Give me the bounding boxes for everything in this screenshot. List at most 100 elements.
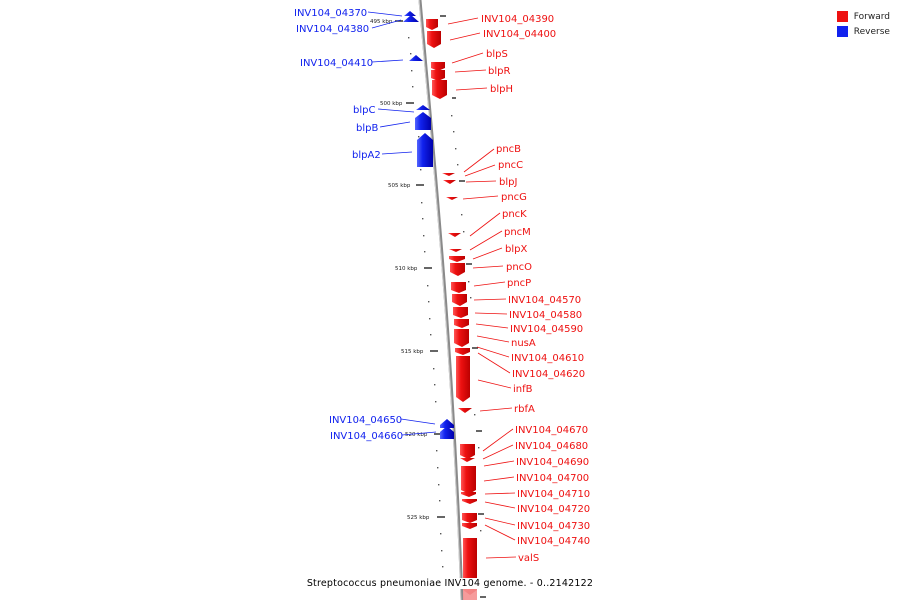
gene-label-INV104_04660: INV104_04660 [330, 431, 403, 442]
svg-text:510 kbp: 510 kbp [395, 266, 418, 272]
tick-525: 525 kbp [407, 515, 445, 521]
ticks: 495 kbp 500 kbp 505 kbp 510 kbp 515 kbp … [370, 15, 486, 598]
gene-glyph [448, 233, 461, 237]
gene-glyph [415, 112, 431, 130]
gene-label-blpJ: blpJ [499, 177, 517, 188]
reverse-genes [403, 11, 454, 439]
gene-glyph [454, 329, 469, 347]
gene-glyph [462, 523, 477, 529]
forward-labels: INV104_04390 INV104_04400 blpS blpR blpH… [481, 14, 590, 564]
gene-glyph [456, 356, 470, 402]
caption: Streptococcus pneumoniae INV104 genome. … [0, 578, 900, 589]
gene-label-INV104_04400: INV104_04400 [483, 29, 556, 40]
gene-label-INV104_04650: INV104_04650 [329, 415, 402, 426]
gene-label-INV104_04370: INV104_04370 [294, 8, 367, 19]
legend-item-reverse: Reverse [836, 24, 890, 39]
svg-text:500 kbp: 500 kbp [380, 101, 403, 107]
gene-glyph [403, 15, 419, 22]
gene-label-pncG: pncG [501, 192, 527, 203]
gene-glyph [416, 105, 430, 110]
gene-glyph [449, 249, 462, 252]
gene-glyph [458, 408, 472, 413]
gene-label-valS: valS [518, 553, 539, 564]
gene-label-INV104_04580: INV104_04580 [509, 310, 582, 321]
gene-label-pncB: pncB [496, 144, 521, 155]
gene-label-pncC: pncC [498, 160, 523, 171]
gene-glyph [404, 11, 416, 16]
forward-swatch [836, 11, 848, 22]
gene-glyph [453, 307, 468, 318]
gene-label-INV104_04410: INV104_04410 [300, 58, 373, 69]
tick-510: 510 kbp [395, 266, 432, 272]
reverse-labels: INV104_04370 INV104_04380 INV104_04410 b… [294, 8, 403, 442]
gene-label-rbfA: rbfA [514, 404, 535, 415]
gene-glyph [446, 197, 458, 200]
legend-item-forward: Forward [836, 9, 890, 24]
genome-backbone [418, 0, 464, 600]
gene-glyph [460, 444, 475, 459]
gene-label-nusA: nusA [511, 338, 536, 349]
gene-label-INV104_04620: INV104_04620 [512, 369, 585, 380]
gene-label-INV104_04670: INV104_04670 [515, 425, 588, 436]
gene-label-infB: infB [513, 384, 533, 395]
gene-glyph [461, 466, 476, 494]
gene-label-INV104_04610: INV104_04610 [511, 353, 584, 364]
forward-genes [426, 19, 477, 595]
gene-label-pncM: pncM [504, 227, 531, 238]
tick-515: 515 kbp [401, 349, 438, 355]
gene-label-INV104_04380: INV104_04380 [296, 24, 369, 35]
gene-label-INV104_04690: INV104_04690 [516, 457, 589, 468]
gene-glyph [462, 513, 477, 523]
gene-glyph [409, 55, 423, 61]
gene-glyph [442, 173, 455, 176]
gene-glyph [461, 492, 476, 497]
svg-text:505 kbp: 505 kbp [388, 183, 411, 189]
gene-glyph [432, 80, 447, 99]
gene-glyph [431, 70, 445, 81]
svg-text:495 kbp: 495 kbp [370, 19, 393, 25]
gene-glyph [452, 294, 467, 306]
gene-label-blpH: blpH [490, 84, 513, 95]
gene-glyph [427, 31, 441, 48]
gene-label-blpA2: blpA2 [352, 150, 381, 161]
tick-505: 505 kbp [388, 183, 424, 189]
gene-label-blpX: blpX [505, 244, 527, 255]
gene-label-INV104_04590: INV104_04590 [510, 324, 583, 335]
gene-glyph [450, 263, 465, 276]
gene-glyph [451, 282, 466, 293]
gene-label-INV104_04730: INV104_04730 [517, 521, 590, 532]
gene-label-pncP: pncP [507, 278, 531, 289]
gene-glyph [417, 133, 433, 167]
gene-glyph [460, 458, 475, 462]
gene-label-INV104_04390: INV104_04390 [481, 14, 554, 25]
gene-glyph [426, 19, 438, 30]
gene-label-INV104_04570: INV104_04570 [508, 295, 581, 306]
reverse-swatch [836, 26, 848, 37]
svg-text:515 kbp: 515 kbp [401, 349, 424, 355]
gene-glyph [440, 426, 454, 439]
legend: Forward Reverse [836, 9, 890, 39]
gene-label-blpC: blpC [353, 105, 375, 116]
legend-label-forward: Forward [853, 11, 890, 22]
leader-lines [367, 11, 517, 559]
gene-label-pncK: pncK [502, 209, 527, 220]
gene-glyph [462, 499, 477, 504]
gene-label-pncO: pncO [506, 262, 532, 273]
gene-label-blpS: blpS [486, 49, 508, 60]
gene-label-blpR: blpR [488, 66, 510, 77]
gene-label-INV104_04720: INV104_04720 [517, 504, 590, 515]
gene-label-INV104_04740: INV104_04740 [517, 536, 590, 547]
gene-glyph [443, 180, 456, 184]
gene-glyph [454, 319, 469, 328]
svg-text:520 kbp: 520 kbp [405, 432, 428, 438]
svg-text:525 kbp: 525 kbp [407, 515, 430, 521]
gene-glyph [449, 256, 465, 262]
gene-label-INV104_04680: INV104_04680 [515, 441, 588, 452]
gene-glyph [455, 348, 470, 355]
caption-text: Streptococcus pneumoniae INV104 genome. … [304, 578, 596, 589]
gene-label-blpB: blpB [356, 123, 378, 134]
gene-label-INV104_04710: INV104_04710 [517, 489, 590, 500]
gene-glyph [431, 62, 445, 71]
gene-glyph [440, 419, 454, 428]
tick-500: 500 kbp [380, 101, 414, 107]
